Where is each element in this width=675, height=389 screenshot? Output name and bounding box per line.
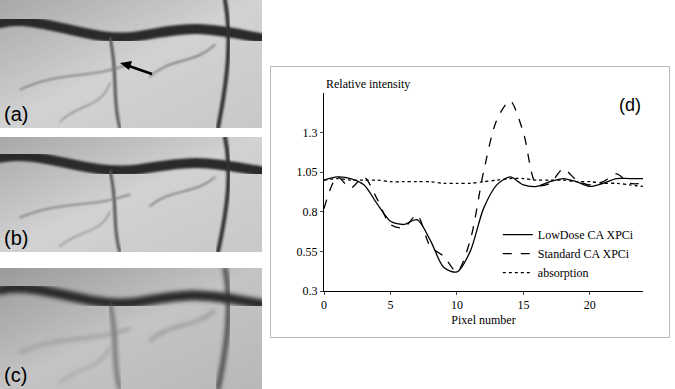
svg-text:20: 20 (584, 298, 596, 312)
svg-text:Relative intensity: Relative intensity (326, 77, 410, 91)
html-text:(b): (b) (4, 227, 29, 249)
svg-text:0.55: 0.55 (297, 245, 318, 259)
svg-text:(d): (d) (619, 95, 641, 115)
svg-text:0: 0 (321, 298, 327, 312)
svg-text:Pixel number: Pixel number (451, 313, 515, 327)
svg-text:1.05: 1.05 (297, 165, 318, 179)
svg-text:0.8: 0.8 (303, 205, 318, 219)
svg-text:10: 10 (451, 298, 463, 312)
svg-text:15: 15 (517, 298, 529, 312)
svg-text:5: 5 (387, 298, 393, 312)
svg-text:0.3: 0.3 (303, 284, 318, 298)
svg-text:Standard CA XPCi: Standard CA XPCi (538, 247, 630, 261)
html-text:(c): (c) (4, 364, 28, 386)
html-text:(a): (a) (4, 103, 29, 125)
svg-text:LowDose CA XPCi: LowDose CA XPCi (538, 228, 634, 242)
svg-text:1.3: 1.3 (303, 126, 318, 140)
svg-text:absorption: absorption (538, 266, 589, 280)
